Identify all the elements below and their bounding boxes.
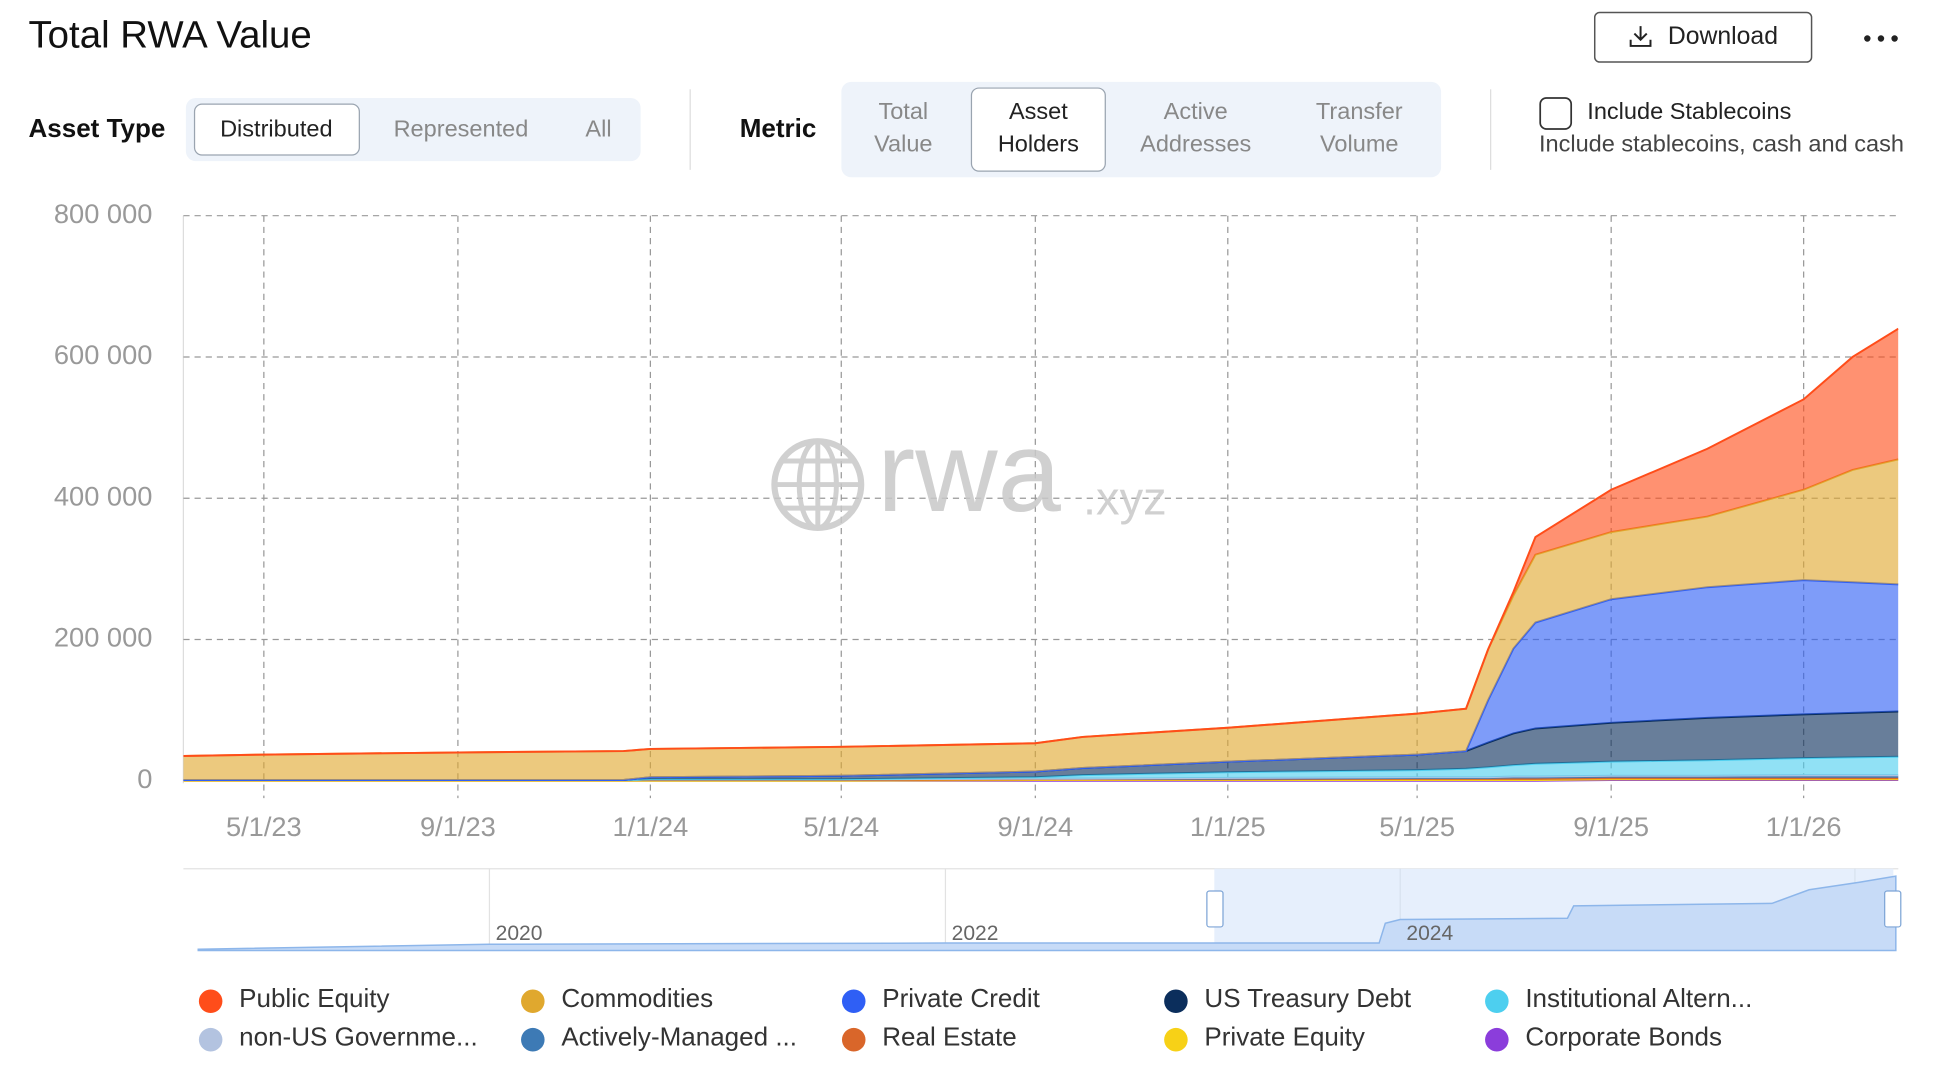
legend-swatch[interactable] — [198, 989, 223, 1014]
legend: Public Equity Commodities Private Credit US… — [198, 983, 1752, 1052]
legend-swatch[interactable] — [1164, 989, 1188, 1014]
metric-option[interactable]: Active — [1164, 98, 1228, 124]
legend-item[interactable]: Real Estate — [841, 1021, 1017, 1052]
more-menu[interactable] — [1864, 35, 1898, 42]
metric-option[interactable]: Volume — [1320, 130, 1399, 156]
legend-label[interactable]: Private Equity — [1204, 1021, 1365, 1051]
legend-label[interactable]: Public Equity — [239, 983, 389, 1013]
legend-swatch[interactable] — [521, 989, 545, 1014]
legend-swatch[interactable] — [1485, 989, 1509, 1014]
metric-option[interactable]: Holders — [998, 130, 1079, 156]
asset-type-option[interactable]: All — [585, 115, 611, 141]
areas — [183, 327, 1899, 782]
x-tick-label: 5/1/23 — [226, 811, 302, 842]
legend-label[interactable]: US Treasury Debt — [1204, 983, 1412, 1013]
legend-item[interactable]: Institutional Altern... — [1485, 983, 1752, 1014]
area — [183, 328, 1899, 757]
asset-type-label: Asset Type — [28, 113, 165, 143]
x-tick-label: 5/1/25 — [1379, 811, 1455, 842]
watermark: rwa .xyz — [771, 409, 1167, 536]
legend-item[interactable]: Private Equity — [1164, 1021, 1365, 1052]
legend-item[interactable]: US Treasury Debt — [1164, 983, 1412, 1014]
y-tick-label: 200 000 — [54, 622, 153, 653]
area — [183, 580, 1899, 781]
legend-label[interactable]: Private Credit — [882, 983, 1040, 1013]
legend-swatch[interactable] — [841, 989, 866, 1014]
x-tick-label: 1/1/26 — [1766, 811, 1842, 842]
legend-item[interactable]: Private Credit — [841, 983, 1041, 1014]
legend-item[interactable]: Actively-Managed ... — [521, 1021, 797, 1052]
x-tick-label: 1/1/25 — [1190, 811, 1266, 842]
download-label[interactable]: Download — [1668, 23, 1778, 50]
y-tick-label: 600 000 — [54, 339, 153, 370]
navigator-label: 2022 — [952, 922, 999, 945]
area-line — [183, 579, 1899, 782]
legend-swatch[interactable] — [198, 1027, 223, 1052]
legend-swatch[interactable] — [841, 1027, 866, 1052]
stablecoins-description: Include stablecoins, cash and cash — [1539, 130, 1904, 156]
legend-item[interactable]: Commodities — [521, 983, 713, 1014]
legend-swatch[interactable] — [1485, 1027, 1509, 1052]
area — [183, 711, 1899, 781]
watermark-text: rwa — [877, 409, 1061, 536]
x-tick-label: 5/1/24 — [803, 811, 879, 842]
legend-label[interactable]: Real Estate — [882, 1021, 1017, 1051]
menu-dot[interactable] — [1864, 35, 1871, 42]
asset-type-option[interactable]: Distributed — [220, 115, 332, 141]
area — [183, 756, 1899, 781]
stablecoins-label[interactable]: Include Stablecoins — [1587, 98, 1791, 124]
download-button-frame[interactable] — [1593, 11, 1813, 63]
legend-item[interactable]: Corporate Bonds — [1485, 1021, 1722, 1052]
y-tick-label: 0 — [137, 763, 152, 794]
x-tick-label: 9/1/23 — [420, 811, 496, 842]
navigator[interactable]: 2020 2022 2024 — [183, 868, 1902, 952]
navigator-handle[interactable] — [1884, 890, 1902, 928]
x-tick-label: 9/1/24 — [997, 811, 1073, 842]
download-button[interactable]: Download — [1593, 11, 1813, 63]
asset-type-selected[interactable] — [193, 103, 360, 156]
x-tick-label: 9/1/25 — [1573, 811, 1649, 842]
menu-dot[interactable] — [1891, 35, 1898, 42]
metric-option[interactable]: Asset — [1009, 98, 1068, 124]
navigator-label: 2020 — [496, 922, 543, 945]
y-tick-label: 800 000 — [54, 198, 153, 229]
metric-option[interactable]: Addresses — [1140, 130, 1251, 156]
legend-label[interactable]: Commodities — [561, 983, 713, 1013]
legend-item[interactable]: Public Equity — [198, 983, 390, 1014]
metric-option[interactable]: Transfer — [1316, 98, 1403, 124]
metric-label: Metric — [740, 113, 817, 143]
legend-label[interactable]: non-US Governme... — [239, 1021, 478, 1051]
download-icon[interactable] — [1629, 26, 1652, 47]
menu-dot[interactable] — [1877, 35, 1885, 42]
legend-label[interactable]: Actively-Managed ... — [561, 1021, 797, 1051]
metric-option[interactable]: Total — [878, 98, 928, 124]
navigator-label: 2024 — [1406, 922, 1453, 945]
y-tick-label: 400 000 — [54, 480, 153, 511]
page-title: Total RWA Value — [28, 13, 311, 56]
asset-type-option[interactable]: Represented — [394, 115, 529, 141]
metric-option[interactable]: Value — [874, 130, 932, 156]
stablecoins-checkbox[interactable] — [1539, 97, 1573, 130]
axes: 0 200 000 400 000 600 000 800 000 5/1/23 9/1/2… — [54, 198, 1842, 842]
legend-label[interactable]: Institutional Altern... — [1525, 983, 1752, 1013]
watermark-globe — [774, 441, 862, 528]
area-line — [183, 327, 1899, 757]
legend-label[interactable]: Corporate Bonds — [1525, 1021, 1722, 1051]
metric-selected[interactable] — [970, 87, 1106, 172]
watermark-suffix: .xyz — [1083, 471, 1167, 524]
navigator-handle[interactable] — [1206, 890, 1224, 928]
x-tick-label: 1/1/24 — [612, 811, 688, 842]
legend-swatch[interactable] — [521, 1027, 545, 1052]
legend-item[interactable]: non-US Governme... — [198, 1021, 478, 1052]
legend-swatch[interactable] — [1164, 1027, 1188, 1052]
